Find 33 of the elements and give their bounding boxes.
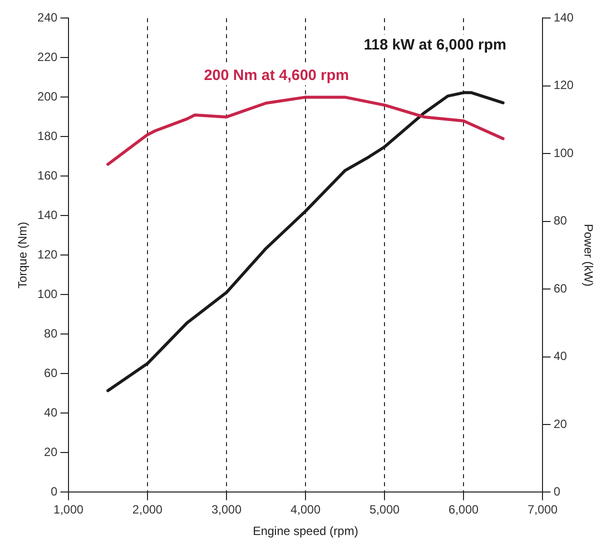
- y-tick-label: 20: [44, 445, 58, 460]
- x-tick-label: 5,000: [370, 502, 400, 517]
- x-tick-label: 6,000: [448, 502, 479, 517]
- x-tick-label: 3,000: [211, 502, 242, 517]
- x-tick-label: 4,000: [290, 502, 321, 517]
- y-tick-label: 200: [37, 90, 58, 104]
- x-tick-label: 1,000: [53, 502, 84, 517]
- annotation: 200 Nm at 4,600 rpm: [204, 66, 350, 84]
- y2-tick-label: 100: [554, 146, 574, 160]
- y-tick-label: 240: [37, 10, 58, 25]
- y-tick-label: 160: [37, 168, 58, 183]
- y-tick-label: 140: [37, 208, 58, 222]
- y-tick-label: 60: [44, 366, 58, 380]
- y2-tick-label: 120: [554, 78, 574, 92]
- y-tick-label: 40: [44, 406, 58, 420]
- y-tick-label: 0: [50, 484, 58, 499]
- y2-tick-label: 40: [554, 349, 568, 364]
- y-tick-label: 100: [37, 287, 58, 302]
- x-tick-label: 2,000: [132, 502, 163, 517]
- y2-tick-label: 0: [554, 484, 561, 499]
- y-tick-label: 220: [37, 50, 58, 64]
- y-tick-label: 180: [37, 129, 58, 144]
- y2-tick-label: 140: [554, 10, 574, 25]
- x-tick-label: 7,000: [528, 502, 558, 517]
- y2-tick-label: 20: [554, 416, 568, 431]
- y-tick-label: 80: [44, 326, 58, 341]
- y2-tick-label: 80: [554, 214, 568, 228]
- annotation: 118 kW at 6,000 rpm: [364, 36, 506, 54]
- y-tick-label: 120: [37, 248, 58, 262]
- y2-axis-title: Power (kW): [581, 224, 596, 287]
- x-axis-title: Engine speed (rpm): [252, 524, 358, 538]
- y2-tick-label: 60: [554, 281, 568, 296]
- y-axis-title: Torque (Nm): [16, 222, 30, 289]
